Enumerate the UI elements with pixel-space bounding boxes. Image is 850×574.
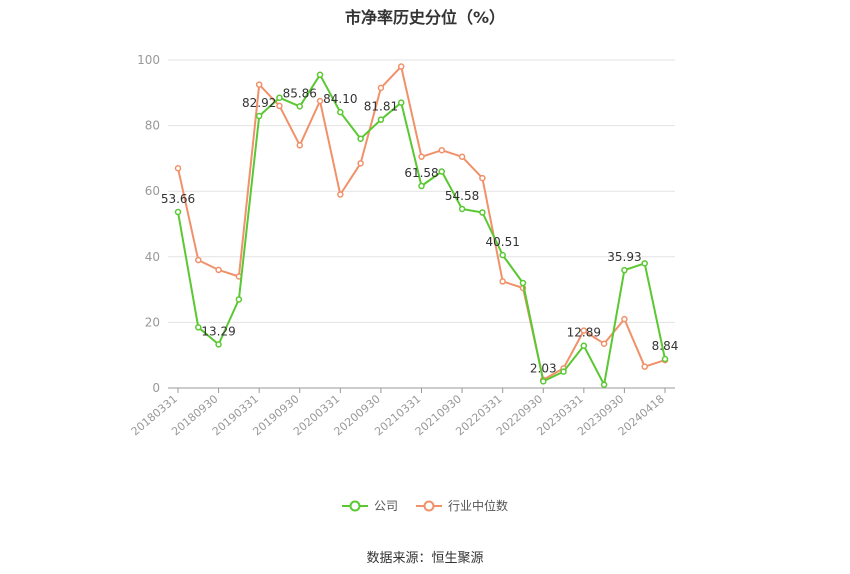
data-point-industry-median xyxy=(195,256,202,264)
data-label: 8.84 xyxy=(652,339,679,353)
data-point-company xyxy=(418,182,425,190)
chart-title: 市净率历史分位（%） xyxy=(344,8,506,27)
legend-industry-marker xyxy=(416,500,442,511)
legend-item-industry-median[interactable]: 行业中位数 xyxy=(416,497,508,514)
data-label: 61.58 xyxy=(404,166,438,180)
data-point-industry-median xyxy=(296,142,303,149)
legend-industry-label: 行业中位数 xyxy=(448,499,509,513)
y-tick-label: 20 xyxy=(145,315,160,329)
data-label: 84.10 xyxy=(323,92,357,106)
legend-company-marker xyxy=(341,500,368,511)
data-point-company xyxy=(438,168,446,175)
data-label: 12.89 xyxy=(567,326,601,340)
y-tick-label: 80 xyxy=(145,119,160,133)
data-source: 数据来源：恒生聚源 xyxy=(366,551,484,566)
data-label: 85.86 xyxy=(283,86,317,100)
data-point-industry-median xyxy=(458,153,466,161)
y-tick-label: 40 xyxy=(145,250,160,264)
data-point-company xyxy=(519,279,527,287)
data-point-company xyxy=(458,205,466,213)
y-tick-label: 100 xyxy=(137,53,160,67)
data-point-company xyxy=(357,135,364,142)
data-label: 82.92 xyxy=(242,96,276,110)
chart-legend: 公司 行业中位数 xyxy=(0,497,850,514)
data-point-company xyxy=(255,112,263,120)
data-point-industry-median xyxy=(316,97,324,105)
data-point-company xyxy=(397,99,405,106)
data-point-company xyxy=(641,260,648,267)
data-point-industry-median xyxy=(377,84,385,92)
data-point-company xyxy=(195,324,202,331)
legend-item-company[interactable]: 公司 xyxy=(341,497,398,514)
data-label: 54.58 xyxy=(445,189,479,203)
data-point-company xyxy=(337,108,344,116)
data-point-company xyxy=(174,208,182,216)
data-point-company xyxy=(499,251,506,259)
data-point-industry-median xyxy=(255,81,263,88)
data-point-company xyxy=(600,381,608,388)
data-point-company xyxy=(479,209,486,216)
data-point-company xyxy=(235,296,243,303)
data-point-company xyxy=(276,94,283,101)
data-point-company xyxy=(296,103,303,110)
data-label: 13.29 xyxy=(201,324,235,338)
data-point-industry-median xyxy=(479,174,486,182)
data-point-industry-median xyxy=(621,315,628,323)
data-point-industry-median xyxy=(337,191,344,198)
y-tick-label: 60 xyxy=(145,184,160,198)
data-point-industry-median xyxy=(499,278,506,285)
data-label: 81.81 xyxy=(364,100,398,114)
data-point-company xyxy=(580,342,588,349)
data-point-company xyxy=(377,116,385,123)
data-point-company xyxy=(661,355,669,363)
data-point-industry-median xyxy=(276,102,283,110)
data-point-company xyxy=(540,378,547,385)
data-point-industry-median xyxy=(215,266,222,274)
data-point-industry-median xyxy=(600,340,608,347)
legend-company-label: 公司 xyxy=(373,499,398,513)
data-point-company xyxy=(215,341,222,348)
data-label: 35.93 xyxy=(607,250,641,264)
data-point-industry-median xyxy=(641,363,648,370)
data-point-industry-median xyxy=(357,160,364,167)
y-tick-label: 0 xyxy=(152,381,160,395)
data-point-company xyxy=(560,368,567,375)
data-label: 2.03 xyxy=(530,361,557,375)
data-point-industry-median xyxy=(438,146,446,154)
data-label: 40.51 xyxy=(485,235,519,249)
data-label: 53.66 xyxy=(161,192,195,206)
data-point-company xyxy=(316,71,324,79)
data-point-industry-median xyxy=(580,327,588,334)
data-point-industry-median xyxy=(174,164,182,172)
data-point-industry-median xyxy=(418,153,425,161)
data-point-industry-median xyxy=(397,63,405,70)
data-point-company xyxy=(621,266,628,274)
